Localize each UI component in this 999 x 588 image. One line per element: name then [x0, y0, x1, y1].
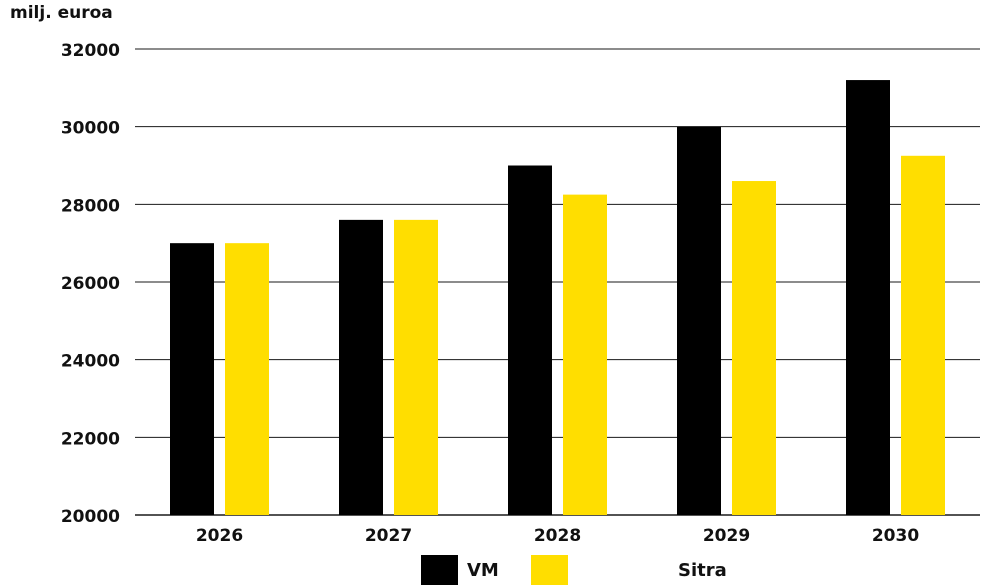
- y-tick-label: 20000: [61, 507, 120, 527]
- x-tick-label: 2029: [703, 526, 750, 546]
- bars: [170, 80, 945, 516]
- y-tick-label: 26000: [61, 274, 120, 294]
- x-tick-label: 2026: [196, 526, 243, 546]
- y-axis-label: milj. euroa: [10, 3, 113, 23]
- x-tick-label: 2028: [534, 526, 581, 546]
- x-tick-labels: 2026 2027 2028 2029 2030: [196, 526, 919, 546]
- x-tick-label: 2027: [365, 526, 412, 546]
- legend-swatch-vm: [421, 555, 458, 585]
- y-tick-label: 28000: [61, 196, 120, 216]
- bar-sitra-2030: [901, 155, 945, 515]
- y-tick-label: 32000: [61, 41, 120, 61]
- bar-vm-2029: [677, 126, 721, 516]
- legend-swatch-sitra: [531, 555, 568, 585]
- y-tick-label: 22000: [61, 429, 120, 449]
- legend-label-sitra: Sitra: [678, 560, 727, 581]
- bar-vm-2028: [508, 165, 552, 515]
- y-tick-label: 30000: [61, 119, 120, 139]
- y-tick-label: 24000: [61, 352, 120, 372]
- y-tick-labels: 32000 30000 28000 26000 24000 22000 20000: [61, 41, 120, 527]
- bar-sitra-2028: [563, 194, 607, 515]
- bar-sitra-2027: [394, 219, 438, 515]
- bar-vm-2026: [170, 243, 214, 515]
- legend-label-vm: VM: [467, 560, 499, 581]
- bar-sitra-2029: [732, 181, 776, 516]
- bar-sitra-2026: [225, 243, 269, 515]
- bar-vm-2030: [846, 80, 890, 516]
- gridlines: [135, 48, 980, 516]
- legend: VM Sitra: [421, 555, 727, 585]
- bar-vm-2027: [339, 219, 383, 515]
- x-tick-label: 2030: [872, 526, 919, 546]
